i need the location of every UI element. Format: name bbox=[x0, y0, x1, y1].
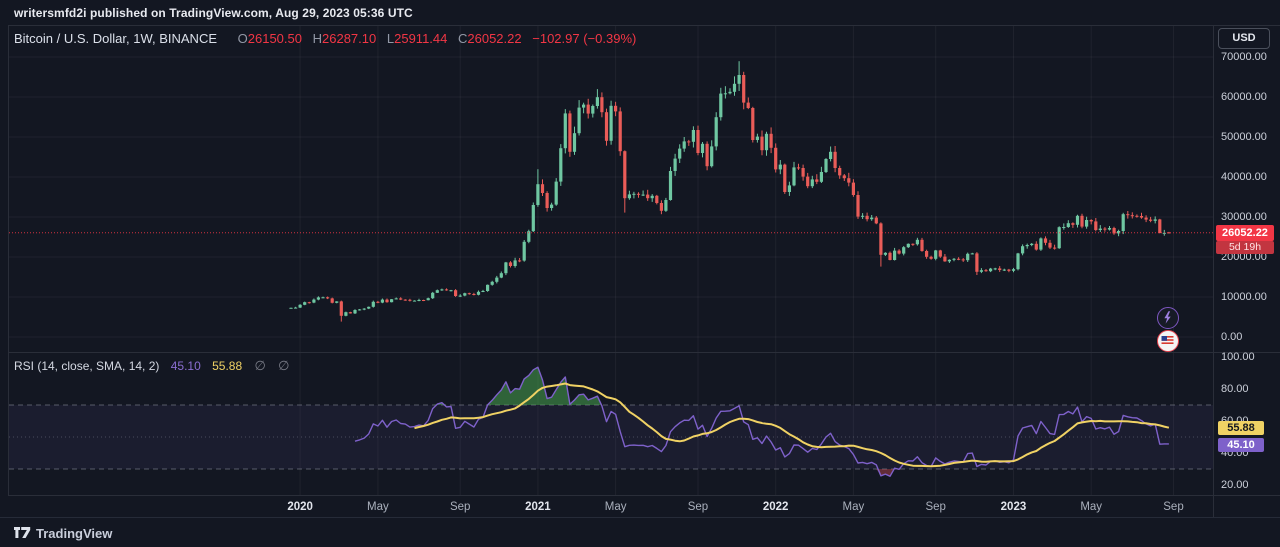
time-axis-label: May bbox=[604, 501, 627, 513]
price-axis-label: 0.00 bbox=[1221, 331, 1243, 343]
rsi-ma-value: 55.88 bbox=[212, 359, 243, 373]
time-axis-label: 2023 bbox=[1000, 501, 1027, 513]
time-axis-label: May bbox=[367, 501, 389, 513]
lightning-icon bbox=[1164, 311, 1171, 324]
us-flag-icon bbox=[1161, 336, 1174, 344]
time-axis-label: Sep bbox=[449, 501, 471, 513]
ohlc-close-value: 26052.22 bbox=[467, 31, 522, 46]
time-axis-label: 2021 bbox=[525, 501, 551, 513]
time-axis-label: Sep bbox=[1163, 501, 1184, 513]
time-axis-label: May bbox=[842, 501, 865, 513]
ohlc-low-label: L bbox=[386, 31, 395, 46]
ohlc-close-label: C bbox=[458, 31, 468, 46]
tradingview-brand-text[interactable]: TradingView bbox=[36, 525, 113, 541]
time-axis-label: 2020 bbox=[287, 501, 313, 513]
price-axis-label: 20000.00 bbox=[1221, 251, 1267, 263]
price-axis-label: 10000.00 bbox=[1221, 291, 1267, 303]
ohlc-high-value: 26287.10 bbox=[322, 31, 377, 46]
bar-countdown-badge: 5d 19h bbox=[1216, 240, 1274, 254]
us-flag-button[interactable] bbox=[1157, 330, 1179, 352]
rsi-ma-badge: 55.88 bbox=[1218, 420, 1264, 435]
rsi-legend[interactable]: RSI (14, close, SMA, 14, 2) 45.10 55.88 … bbox=[14, 358, 289, 373]
rsi-axis-label: 20.00 bbox=[1221, 479, 1249, 491]
price-axis-label: 30000.00 bbox=[1221, 211, 1267, 223]
ohlc-open-value: 26150.50 bbox=[247, 31, 302, 46]
tradingview-logo-icon[interactable] bbox=[13, 525, 32, 541]
published-info: writersmfd2i published on TradingView.co… bbox=[14, 6, 413, 20]
ohlc-high-label: H bbox=[312, 31, 323, 46]
time-axis-label: 2022 bbox=[762, 501, 789, 513]
time-axis-label: Sep bbox=[925, 501, 946, 513]
time-axis-label: May bbox=[1080, 501, 1103, 513]
price-axis-label: 60000.00 bbox=[1221, 91, 1267, 103]
rsi-empty-icon-2: ∅ bbox=[278, 358, 290, 373]
rsi-title: RSI (14, close, SMA, 14, 2) bbox=[14, 359, 160, 373]
symbol-legend[interactable]: Bitcoin / U.S. Dollar, 1W, BINANCE O2615… bbox=[14, 31, 636, 47]
symbol-title: Bitcoin / U.S. Dollar, 1W, BINANCE bbox=[14, 31, 218, 46]
rsi-current-value: 45.10 bbox=[170, 359, 201, 373]
ohlc-low-value: 25911.44 bbox=[394, 31, 448, 46]
price-axis-label: 70000.00 bbox=[1221, 51, 1267, 63]
time-axis-label: Sep bbox=[687, 501, 709, 513]
rsi-axis-label: 80.00 bbox=[1221, 383, 1249, 395]
price-axis-label: 50000.00 bbox=[1221, 131, 1267, 143]
footer-bar: TradingView bbox=[0, 517, 1280, 547]
currency-button[interactable]: USD bbox=[1218, 28, 1270, 49]
rsi-empty-icon: ∅ bbox=[254, 358, 266, 373]
ohlc-change: −102.97 (−0.39%) bbox=[532, 31, 637, 46]
rsi-value-badge: 45.10 bbox=[1218, 437, 1264, 452]
lightning-button[interactable] bbox=[1157, 307, 1179, 329]
last-price-badge: 26052.22 bbox=[1216, 224, 1274, 241]
price-axis-label: 40000.00 bbox=[1221, 171, 1267, 183]
ohlc-open-label: O bbox=[237, 31, 248, 46]
rsi-axis-label: 100.00 bbox=[1221, 351, 1255, 363]
